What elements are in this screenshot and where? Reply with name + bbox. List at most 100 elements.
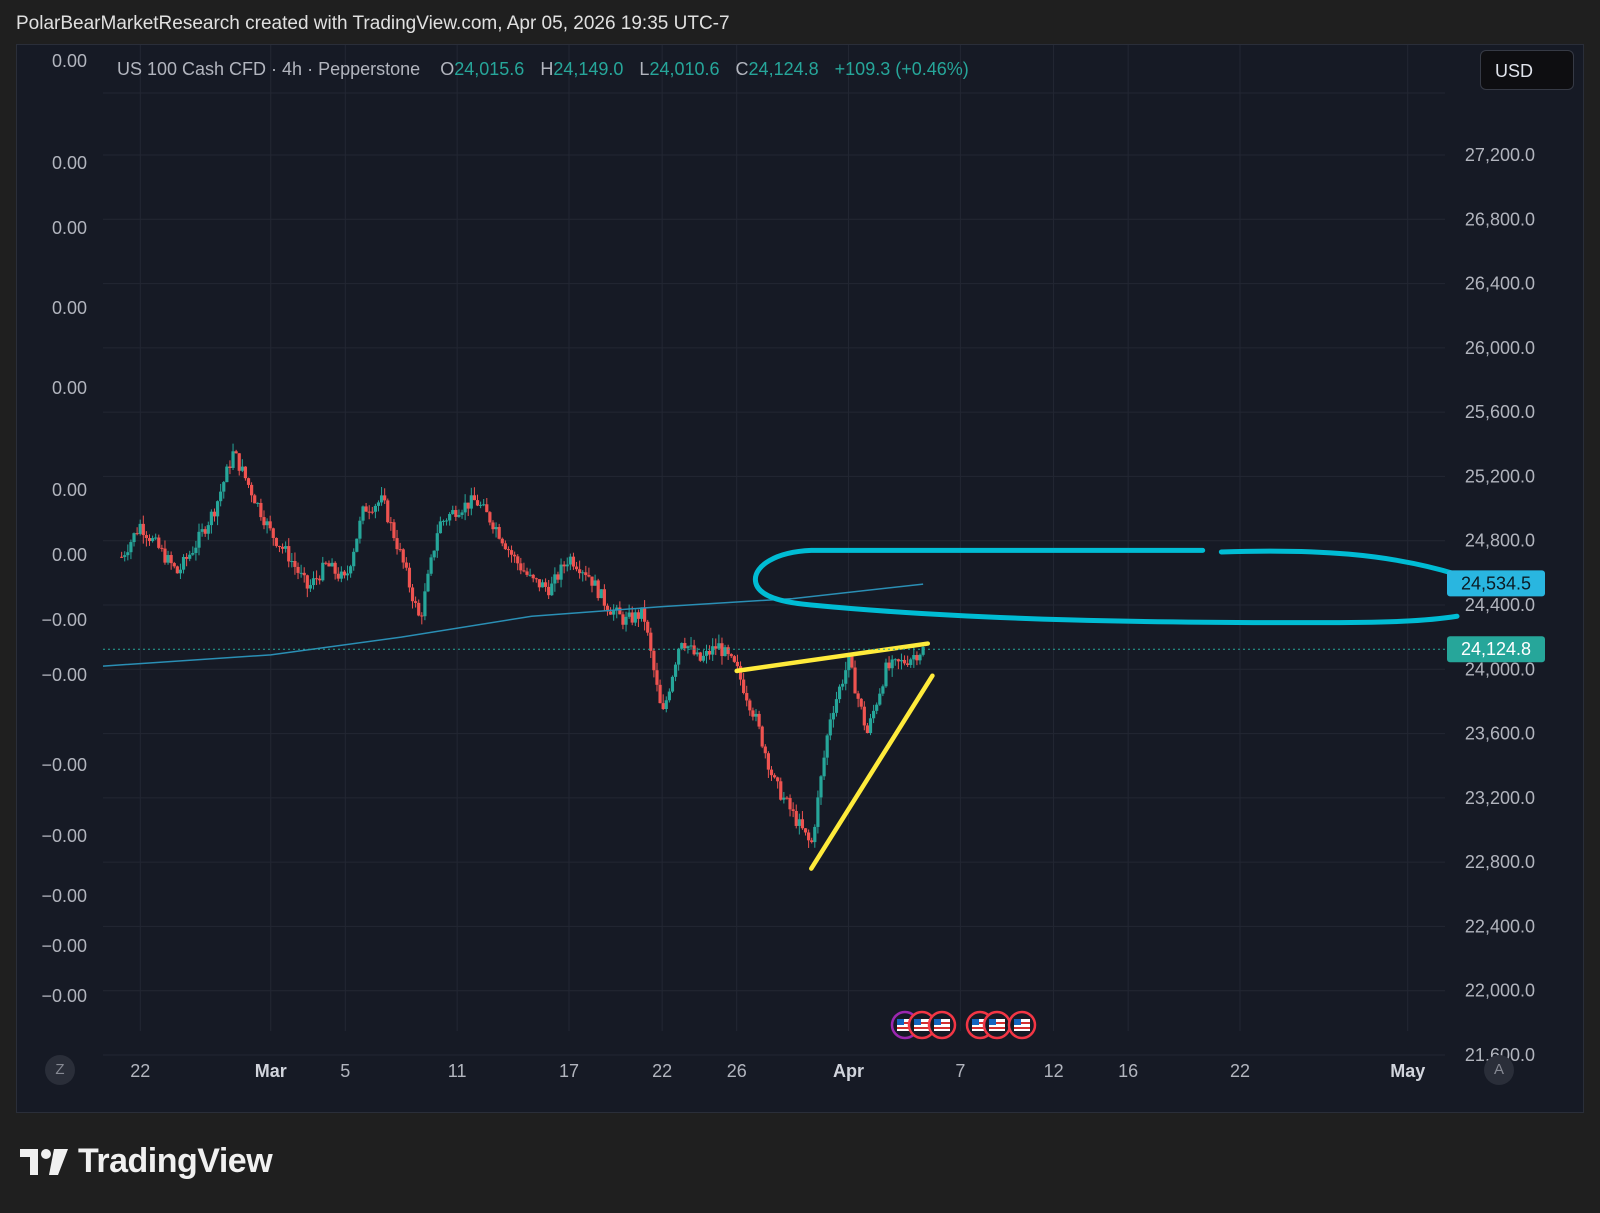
- candle-body: [726, 647, 730, 655]
- candle-body: [417, 602, 421, 616]
- candle-body: [720, 643, 724, 657]
- candle-body: [407, 567, 412, 588]
- candle-body: [742, 679, 746, 694]
- candle-body: [120, 556, 124, 558]
- candle-body: [135, 533, 139, 535]
- candle-body: [757, 713, 761, 727]
- auto-scale-button[interactable]: A: [1484, 1055, 1514, 1085]
- price-tags: 24,534.5 24,124.8: [1447, 570, 1545, 663]
- price-tag-label: 24,124.8: [1461, 639, 1531, 659]
- candle-body: [909, 659, 913, 665]
- candle-body: [475, 500, 480, 506]
- candle-body: [144, 535, 148, 539]
- candle-body: [714, 646, 718, 649]
- candle-body: [556, 574, 560, 580]
- price-tick-label: 22,000.0: [1465, 981, 1535, 1001]
- price-tick-label: 22,800.0: [1465, 852, 1535, 872]
- candle-body: [293, 561, 297, 567]
- candle-body: [339, 571, 343, 579]
- candle-body: [318, 578, 322, 581]
- candle-body: [831, 712, 835, 720]
- candle-body: [414, 601, 418, 603]
- time-tick-label: 11: [448, 1061, 467, 1081]
- zone-drawing-lower: [752, 547, 1460, 626]
- candle-body: [534, 578, 538, 580]
- chart-frame[interactable]: 27,200.0 26,800.0 26,400.0 26,000.0 25,600.0…: [16, 44, 1584, 1113]
- candle-body: [636, 612, 641, 619]
- currency-button[interactable]: USD: [1480, 50, 1574, 90]
- us-flag-icon[interactable]: [982, 1010, 1012, 1040]
- candle-body: [308, 585, 313, 589]
- candle-body: [438, 521, 442, 534]
- candle-body: [228, 466, 232, 468]
- candle-body: [652, 650, 656, 671]
- price-chart[interactable]: 27,200.0 26,800.0 26,400.0 26,000.0 25,600.0…: [17, 45, 1584, 1113]
- candle-body: [701, 655, 706, 661]
- candle-body: [169, 555, 173, 564]
- candle-body: [763, 746, 767, 754]
- candle-body: [550, 583, 554, 596]
- candle-body: [658, 684, 662, 704]
- candle-body: [212, 511, 217, 517]
- candle-body: [370, 511, 374, 513]
- candle-body: [262, 517, 266, 526]
- candle-body: [237, 453, 241, 471]
- candle-body: [704, 650, 709, 656]
- us-flag-icon[interactable]: [927, 1010, 957, 1040]
- candle-body: [203, 529, 207, 534]
- candle-body: [664, 700, 668, 709]
- candle-body: [807, 832, 811, 841]
- candle-body: [754, 713, 758, 717]
- candle-body: [791, 809, 795, 811]
- candle-body: [271, 528, 275, 538]
- zoom-button[interactable]: Z: [45, 1055, 75, 1085]
- candle-body: [776, 777, 780, 782]
- candle-body: [188, 554, 192, 559]
- candle-body: [321, 562, 325, 581]
- candle-body: [472, 495, 477, 501]
- candle-body: [782, 797, 786, 800]
- candle-body: [225, 466, 229, 483]
- price-tick-label: 26,800.0: [1465, 209, 1535, 229]
- candle-body: [717, 643, 721, 649]
- candle-body: [732, 656, 736, 662]
- candle-body: [420, 615, 424, 617]
- candle-body: [200, 529, 204, 532]
- legend-close-label: C: [735, 59, 749, 79]
- flag-stripe: [914, 1027, 930, 1029]
- price-tag-box: [1447, 570, 1545, 597]
- tradingview-logo-icon: [20, 1148, 68, 1175]
- candle-body: [246, 478, 251, 485]
- candle-body: [912, 655, 916, 660]
- candle-body: [639, 607, 644, 619]
- candle-body: [355, 538, 359, 552]
- candle-body: [630, 612, 634, 623]
- candle-body: [834, 699, 839, 713]
- left-scale-label: −0.00: [41, 826, 87, 846]
- candle-body: [129, 542, 133, 553]
- candle-body: [896, 659, 900, 662]
- candle-body: [132, 533, 136, 543]
- us-flag-icon[interactable]: [1007, 1010, 1037, 1040]
- time-tick-label: Apr: [833, 1061, 864, 1081]
- candle-body: [160, 547, 164, 549]
- candle-body: [150, 538, 155, 542]
- candle-body: [602, 589, 606, 606]
- candle-body: [432, 550, 436, 558]
- candle-body: [497, 527, 501, 539]
- flag-stripe: [1014, 1027, 1030, 1029]
- symbol-legend[interactable]: US 100 Cash CFD · 4h · Pepperstone O24,0…: [117, 59, 969, 80]
- candle-body: [265, 521, 269, 526]
- candle-body: [488, 512, 492, 523]
- candle-body: [191, 552, 195, 555]
- price-tag: 24,124.8: [1447, 636, 1545, 663]
- price-tick-label: 24,000.0: [1465, 659, 1535, 679]
- flag-canton: [972, 1019, 979, 1025]
- candle-body: [667, 691, 671, 701]
- candle-body: [441, 520, 446, 522]
- candle-body: [503, 543, 507, 550]
- candle-body: [277, 545, 282, 547]
- candle-body: [844, 670, 848, 684]
- time-tick-label: 16: [1118, 1061, 1138, 1081]
- legend-close: 24,124.8: [748, 59, 819, 79]
